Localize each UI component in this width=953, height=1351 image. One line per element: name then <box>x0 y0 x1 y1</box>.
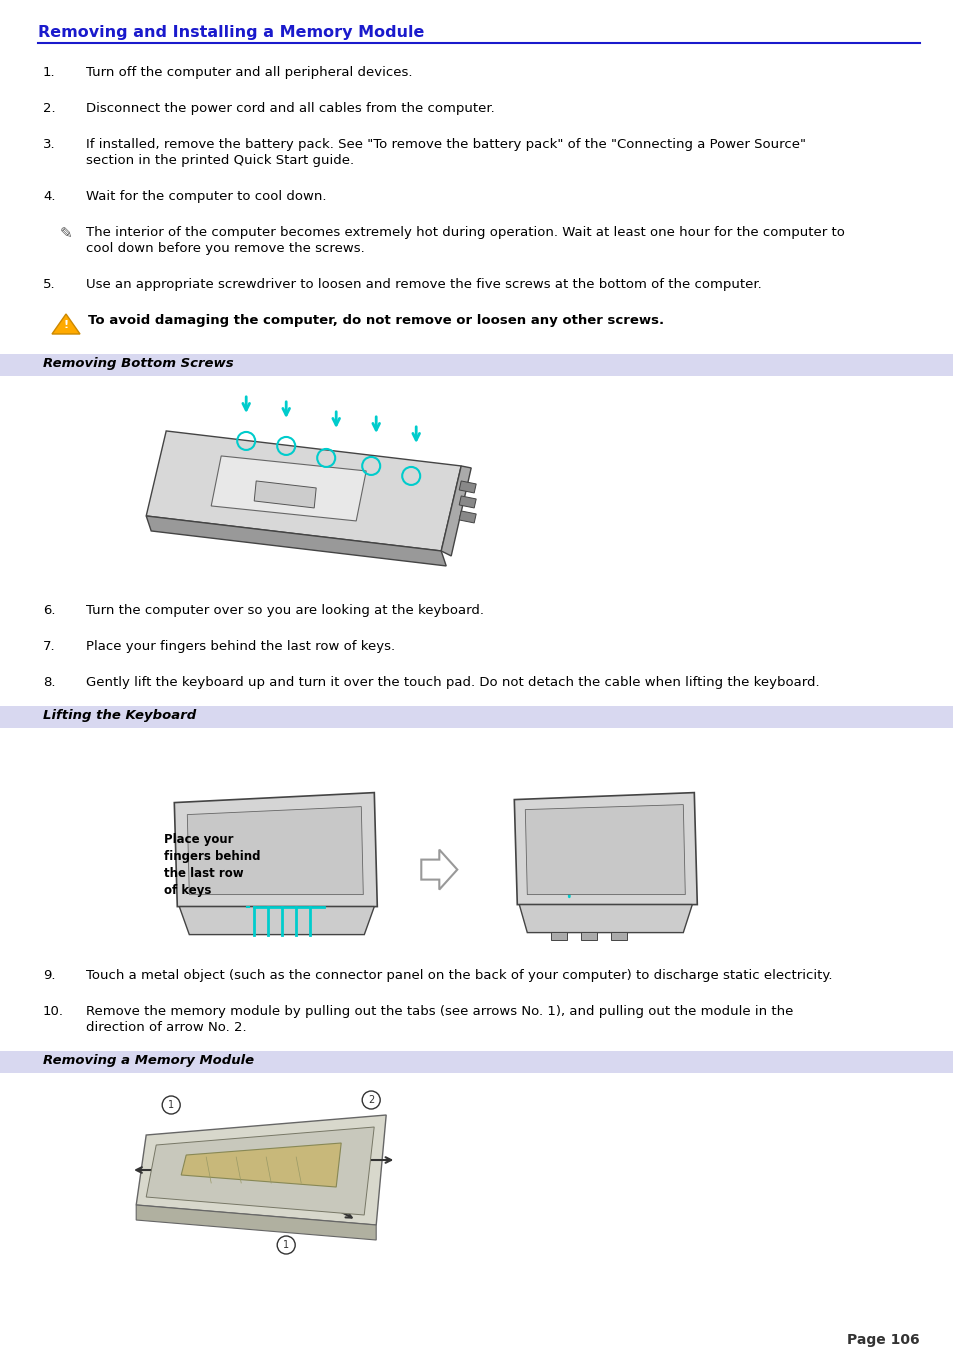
Text: Remove the memory module by pulling out the tabs (see arrows No. 1), and pulling: Remove the memory module by pulling out … <box>86 1005 793 1019</box>
Polygon shape <box>136 1205 375 1240</box>
Text: 4.: 4. <box>43 190 55 203</box>
Text: 8.: 8. <box>43 676 55 689</box>
Polygon shape <box>211 455 366 521</box>
Text: Turn the computer over so you are looking at the keyboard.: Turn the computer over so you are lookin… <box>86 604 483 617</box>
Circle shape <box>277 1236 294 1254</box>
Text: Lifting the Keyboard: Lifting the Keyboard <box>43 709 196 721</box>
Bar <box>551 932 567 939</box>
Polygon shape <box>146 431 460 551</box>
Text: Use an appropriate screwdriver to loosen and remove the five screws at the botto: Use an appropriate screwdriver to loosen… <box>86 278 760 290</box>
Text: Wait for the computer to cool down.: Wait for the computer to cool down. <box>86 190 326 203</box>
Circle shape <box>362 1092 380 1109</box>
Bar <box>0 354 953 376</box>
Text: 3.: 3. <box>43 138 55 151</box>
Polygon shape <box>458 496 476 508</box>
Polygon shape <box>518 905 692 932</box>
Polygon shape <box>187 807 363 894</box>
Polygon shape <box>174 793 376 907</box>
Circle shape <box>162 1096 180 1115</box>
Polygon shape <box>440 466 471 557</box>
Polygon shape <box>421 850 456 889</box>
Bar <box>611 932 627 939</box>
Text: Removing and Installing a Memory Module: Removing and Installing a Memory Module <box>38 26 424 41</box>
Polygon shape <box>146 1127 374 1215</box>
Text: 2.: 2. <box>43 101 55 115</box>
Polygon shape <box>514 793 697 905</box>
Bar <box>580 932 597 939</box>
Text: ✎: ✎ <box>59 226 72 240</box>
Polygon shape <box>458 511 476 523</box>
Text: Removing a Memory Module: Removing a Memory Module <box>43 1054 253 1067</box>
Text: Disconnect the power cord and all cables from the computer.: Disconnect the power cord and all cables… <box>86 101 495 115</box>
Text: 2: 2 <box>368 1096 374 1105</box>
Text: direction of arrow No. 2.: direction of arrow No. 2. <box>86 1021 247 1035</box>
Text: Turn off the computer and all peripheral devices.: Turn off the computer and all peripheral… <box>86 66 412 78</box>
Text: 1: 1 <box>283 1240 289 1250</box>
Text: Page 106: Page 106 <box>846 1333 919 1347</box>
Text: 7.: 7. <box>43 640 55 653</box>
Text: The interior of the computer becomes extremely hot during operation. Wait at lea: The interior of the computer becomes ext… <box>86 226 844 239</box>
Text: To avoid damaging the computer, do not remove or loosen any other screws.: To avoid damaging the computer, do not r… <box>88 313 663 327</box>
Bar <box>0 1051 953 1073</box>
Text: 5.: 5. <box>43 278 55 290</box>
Text: Place your
fingers behind
the last row
of keys: Place your fingers behind the last row o… <box>164 832 260 897</box>
Text: !: ! <box>63 320 69 330</box>
Text: If installed, remove the battery pack. See "To remove the battery pack" of the ": If installed, remove the battery pack. S… <box>86 138 805 151</box>
Text: 10.: 10. <box>43 1005 64 1019</box>
Polygon shape <box>146 516 446 566</box>
Polygon shape <box>179 907 374 935</box>
Polygon shape <box>458 481 476 493</box>
Polygon shape <box>136 1115 386 1225</box>
Text: 1.: 1. <box>43 66 55 78</box>
Text: Touch a metal object (such as the connector panel on the back of your computer) : Touch a metal object (such as the connec… <box>86 969 832 982</box>
Text: 1: 1 <box>168 1100 174 1111</box>
Text: Place your fingers behind the last row of keys.: Place your fingers behind the last row o… <box>86 640 395 653</box>
Polygon shape <box>525 805 684 894</box>
Bar <box>0 705 953 728</box>
Text: cool down before you remove the screws.: cool down before you remove the screws. <box>86 242 364 255</box>
Text: 9.: 9. <box>43 969 55 982</box>
Polygon shape <box>253 481 315 508</box>
Polygon shape <box>52 313 80 334</box>
Text: 6.: 6. <box>43 604 55 617</box>
Text: Gently lift the keyboard up and turn it over the touch pad. Do not detach the ca: Gently lift the keyboard up and turn it … <box>86 676 819 689</box>
Text: section in the printed Quick Start guide.: section in the printed Quick Start guide… <box>86 154 354 168</box>
Polygon shape <box>181 1143 341 1188</box>
Text: Removing Bottom Screws: Removing Bottom Screws <box>43 357 233 370</box>
